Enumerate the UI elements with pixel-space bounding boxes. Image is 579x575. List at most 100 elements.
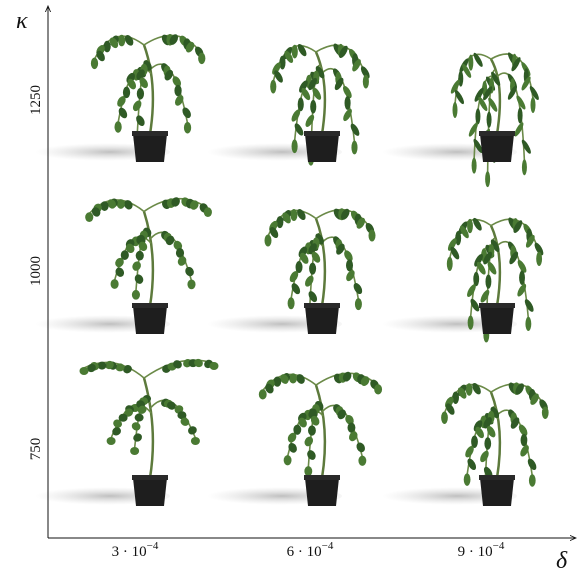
leaf <box>348 431 358 442</box>
leaf <box>127 78 137 90</box>
leaf <box>344 250 353 262</box>
leaf <box>291 44 298 59</box>
leaf <box>368 229 376 242</box>
leaf <box>518 424 528 436</box>
pot-rim <box>132 475 168 480</box>
leaf <box>174 95 184 106</box>
leaf <box>473 52 483 67</box>
leaf <box>521 159 527 176</box>
leaf <box>450 79 460 94</box>
leaf <box>475 426 484 439</box>
leaf <box>457 387 467 399</box>
leaf <box>118 413 128 422</box>
shadow <box>20 315 170 333</box>
leaf <box>172 76 181 87</box>
leaf <box>291 283 301 295</box>
leaf <box>488 97 498 112</box>
plant <box>20 197 212 334</box>
leaf <box>524 299 534 312</box>
leaf <box>513 220 523 233</box>
leaf <box>139 77 148 89</box>
leaf <box>353 283 363 295</box>
leaf <box>467 284 476 297</box>
pot-rim <box>132 131 168 136</box>
leaf <box>105 360 114 370</box>
plant-grid <box>20 34 549 506</box>
leaf <box>97 361 107 370</box>
leaf <box>525 234 535 248</box>
tick-base: 9 · 10 <box>458 544 493 560</box>
leaf <box>342 85 352 99</box>
leaf <box>534 242 544 256</box>
leaf <box>284 50 294 63</box>
pot-rim <box>132 303 168 308</box>
leaf <box>468 122 478 137</box>
leaf <box>85 212 94 223</box>
leaf <box>130 447 140 455</box>
leaf <box>467 458 477 470</box>
leaf <box>346 259 354 272</box>
leaf <box>351 140 358 155</box>
leaf <box>516 95 526 110</box>
stem <box>142 211 155 307</box>
leaf <box>180 417 190 426</box>
pot <box>133 134 167 162</box>
leaf <box>473 271 480 287</box>
leaf <box>294 123 304 136</box>
leaf <box>467 315 474 330</box>
leaf <box>109 37 119 49</box>
leaf <box>347 422 356 433</box>
leaf <box>297 97 304 112</box>
plant <box>20 358 219 506</box>
leaf <box>265 383 274 394</box>
leaf <box>308 291 318 303</box>
pot <box>480 134 514 162</box>
leaf <box>289 373 298 384</box>
leaf <box>360 66 370 79</box>
leaf <box>339 45 348 59</box>
tick-base: 6 · 10 <box>287 544 322 560</box>
leaf <box>460 225 469 239</box>
leaf <box>182 107 191 119</box>
leaf <box>165 235 175 246</box>
pot <box>133 478 167 506</box>
leaf <box>475 108 481 125</box>
leaf <box>310 99 317 114</box>
leaf <box>299 252 309 264</box>
leaf <box>441 411 448 424</box>
leaf <box>340 208 350 220</box>
x-axis-label: δ <box>556 548 568 574</box>
leaf <box>336 243 345 255</box>
leaf <box>517 259 527 273</box>
stem <box>142 377 155 479</box>
pot <box>133 306 167 334</box>
leaf <box>511 57 521 72</box>
leaf <box>173 360 182 369</box>
leaf <box>269 227 279 239</box>
leaf <box>474 87 484 102</box>
leaf <box>203 207 212 218</box>
pot-rim <box>479 475 515 480</box>
leaf <box>308 77 317 91</box>
leaf <box>541 406 549 419</box>
leaf <box>132 261 141 271</box>
leaf <box>454 90 464 105</box>
leaf <box>517 107 523 124</box>
leaf <box>485 274 492 289</box>
stem <box>314 384 327 479</box>
leaf <box>115 267 125 277</box>
y-tick-label: 750 <box>28 438 44 461</box>
leaf <box>360 376 370 386</box>
leaf <box>350 123 360 136</box>
leaf <box>358 455 367 466</box>
leaf <box>164 69 174 81</box>
leaf <box>507 85 517 100</box>
shadow <box>192 315 342 333</box>
leaf <box>132 100 142 112</box>
leaf <box>124 200 133 210</box>
leaf <box>120 250 129 260</box>
x-tick-label: 9 · 10−4 <box>458 540 505 560</box>
leaf <box>136 69 145 81</box>
leaf <box>485 171 491 188</box>
pot-rim <box>304 303 340 308</box>
